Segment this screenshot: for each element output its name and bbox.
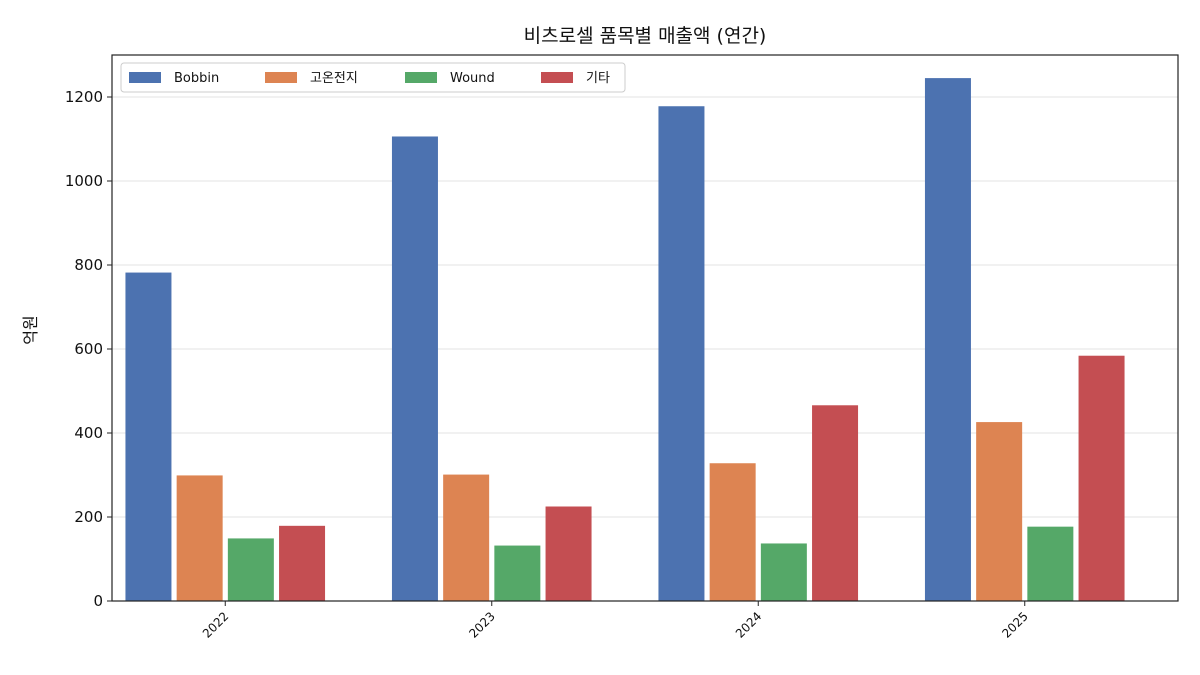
bar — [709, 463, 756, 601]
bar — [924, 78, 971, 602]
y-axis-label: 억원 — [21, 315, 40, 344]
y-tick-label: 800 — [74, 256, 103, 274]
bar — [494, 545, 541, 601]
y-axis-ticks: 0 200 400 600 800 1000 1200 — [65, 88, 112, 610]
x-axis-ticks: 2022 2023 2024 2025 — [200, 601, 1031, 641]
x-tick-label: 2023 — [466, 609, 497, 640]
x-tick-label: 2024 — [733, 609, 764, 640]
bar — [760, 543, 807, 601]
y-tick-label: 400 — [74, 424, 103, 442]
legend-box — [120, 62, 626, 93]
legend-label: Wound — [450, 71, 495, 86]
legend-swatch — [405, 72, 437, 83]
bar — [1078, 355, 1125, 601]
bar — [976, 422, 1023, 601]
bar — [227, 538, 274, 601]
x-tick-label: 2022 — [200, 609, 231, 640]
bars — [125, 78, 1125, 602]
legend-swatch — [265, 72, 297, 83]
legend: Bobbin 고온전지 Wound 기타 — [120, 62, 626, 93]
legend-swatch — [129, 72, 161, 83]
y-tick-label: 1200 — [65, 88, 103, 106]
bar — [391, 136, 438, 602]
bar — [812, 405, 859, 601]
plot-frame — [111, 54, 1179, 602]
y-tick-label: 200 — [74, 508, 103, 526]
bar — [1027, 526, 1074, 601]
legend-label: 고온전지 — [310, 71, 358, 86]
legend-label: 기타 — [586, 71, 610, 86]
chart-title: 비츠로셀 품목별 매출액 (연간) — [524, 25, 767, 47]
bar — [125, 272, 172, 601]
y-tick-label: 0 — [93, 592, 103, 610]
legend-label: Bobbin — [174, 71, 219, 86]
bar — [279, 525, 326, 601]
bar — [658, 106, 705, 602]
y-tick-label: 1000 — [65, 172, 103, 190]
bar — [545, 506, 592, 601]
x-tick-label: 2025 — [999, 609, 1030, 640]
y-tick-label: 600 — [74, 340, 103, 358]
bar — [176, 475, 223, 601]
bar — [443, 474, 490, 601]
legend-swatch — [541, 72, 573, 83]
